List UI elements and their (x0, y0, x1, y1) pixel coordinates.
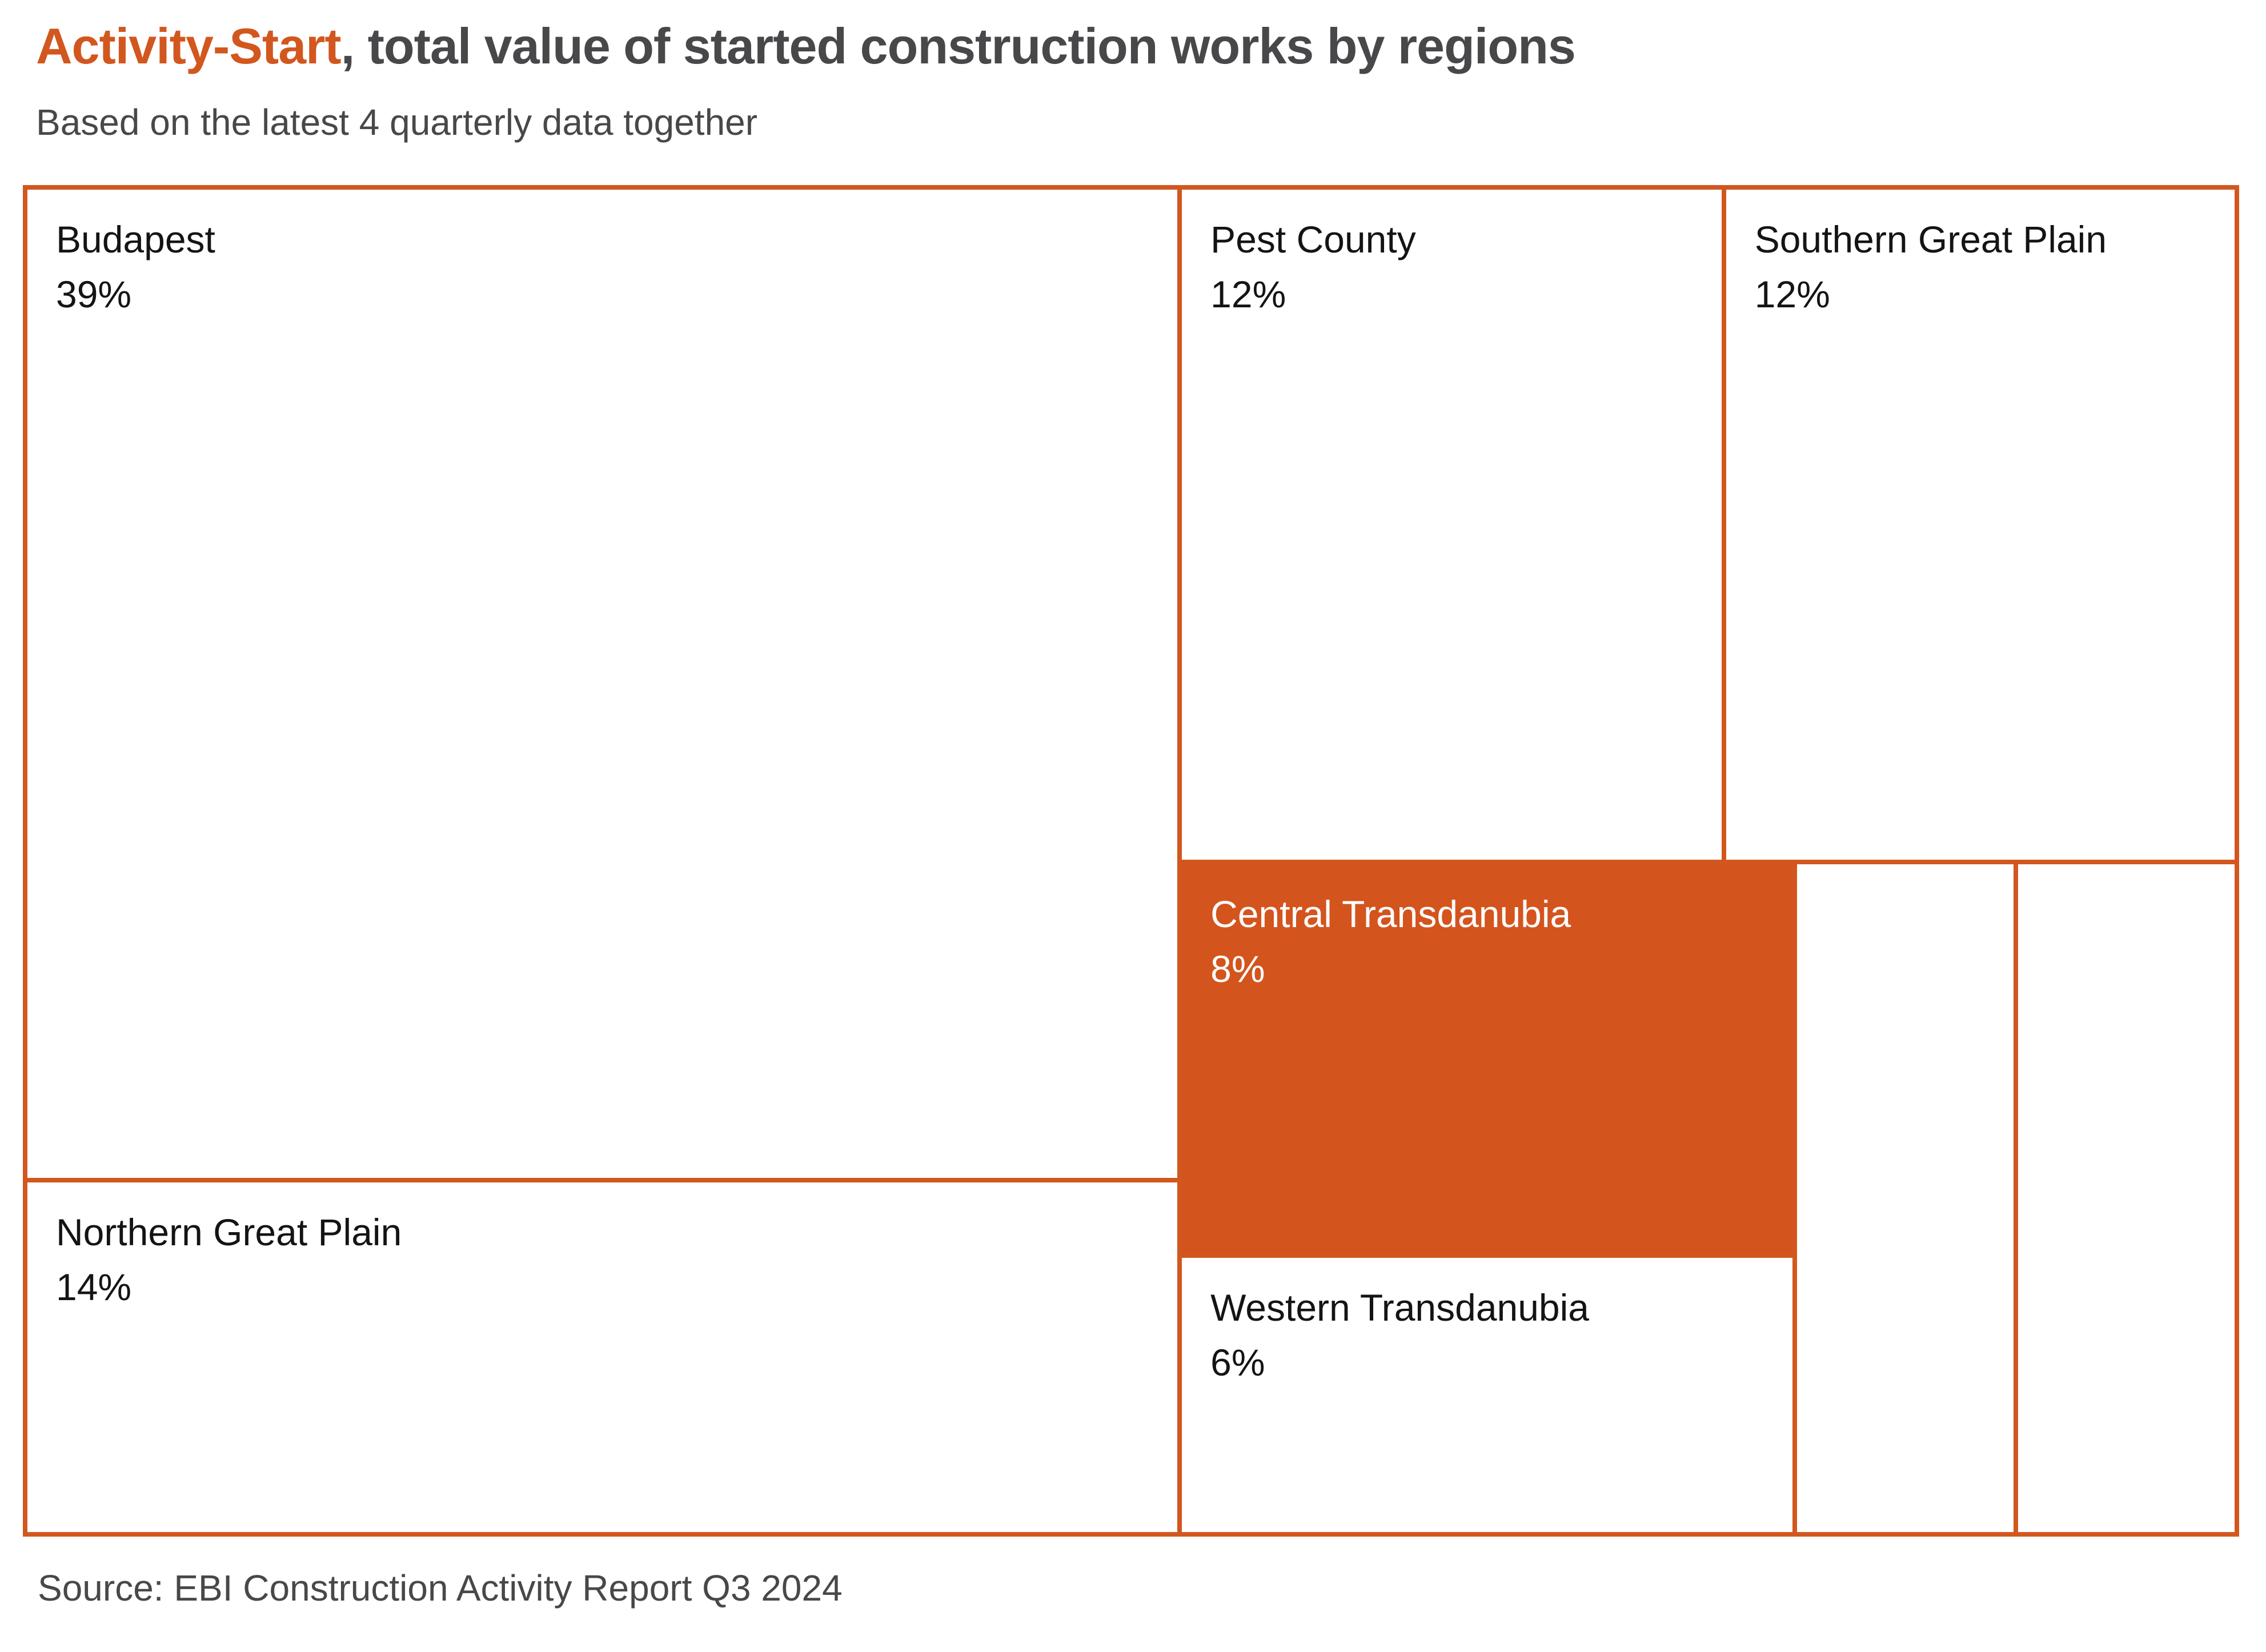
title-highlight: Activity-Start (36, 18, 342, 74)
treemap-chart: Budapest 39% Northern Great Plain 14% Pe… (23, 185, 2239, 1537)
treemap-cell-unlabeled-1[interactable] (1794, 862, 2016, 1534)
treemap-cell-northern-great-plain[interactable]: Northern Great Plain 14% (25, 1180, 1180, 1534)
chart-subtitle: Based on the latest 4 quarterly data tog… (36, 102, 758, 143)
treemap-cell-pest-county[interactable]: Pest County 12% (1180, 187, 1724, 863)
cell-value: 12% (1754, 272, 1830, 315)
cell-label: Central Transdanubia (1210, 893, 1571, 936)
cell-label: Southern Great Plain (1754, 218, 2107, 260)
cell-label: Budapest (56, 218, 215, 260)
treemap-cell-central-transdanubia[interactable]: Central Transdanubia 8% (1180, 862, 1795, 1256)
cell-value: 12% (1210, 272, 1286, 315)
treemap-cell-western-transdanubia[interactable]: Western Transdanubia 6% (1180, 1255, 1795, 1534)
source-note: Source: EBI Construction Activity Report… (38, 1567, 843, 1609)
page-title: Activity-Start, total value of started c… (36, 16, 1576, 77)
cell-value: 14% (56, 1265, 132, 1308)
cell-value: 6% (1210, 1341, 1265, 1384)
cell-label: Northern Great Plain (56, 1210, 402, 1253)
title-rest: , total value of started construction wo… (340, 18, 1576, 74)
cell-label: Western Transdanubia (1210, 1286, 1590, 1329)
cell-value: 8% (1210, 948, 1265, 991)
treemap-cell-southern-great-plain[interactable]: Southern Great Plain 12% (1723, 187, 2237, 863)
treemap-cell-unlabeled-2[interactable] (2015, 862, 2237, 1534)
treemap-cell-budapest[interactable]: Budapest 39% (25, 187, 1180, 1180)
cell-label: Pest County (1210, 218, 1416, 260)
cell-value: 39% (56, 272, 132, 315)
